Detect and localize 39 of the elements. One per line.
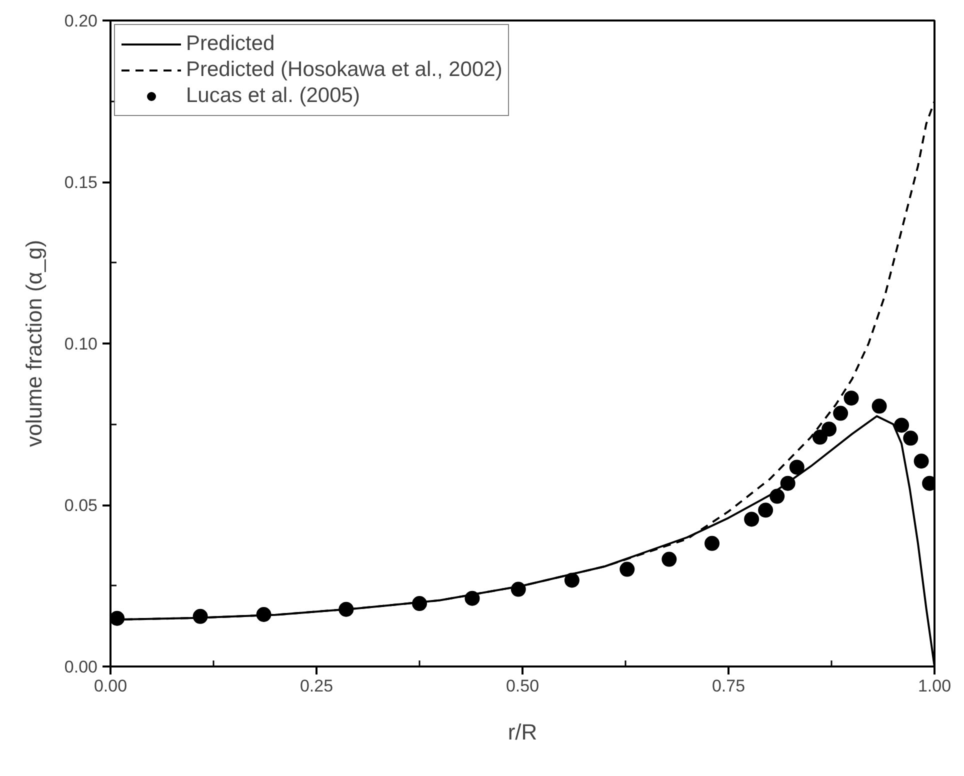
point [822, 422, 837, 437]
point [812, 430, 828, 445]
y-tick-label: 0.15 [64, 173, 98, 192]
x-tick-label: 0.75 [712, 676, 746, 696]
point [564, 572, 580, 588]
point [110, 610, 125, 626]
point [464, 590, 480, 606]
legend-label: Predicted [186, 31, 275, 57]
point [833, 406, 848, 421]
point [758, 502, 774, 518]
x-tick-label: 0.25 [300, 676, 334, 696]
point [844, 390, 859, 406]
point [704, 536, 720, 551]
y-tick-label: 0.20 [64, 12, 98, 30]
point [192, 608, 208, 624]
x-tick-label: 0.50 [506, 676, 540, 696]
point [903, 430, 918, 446]
y-tick-label: 0.05 [64, 496, 98, 515]
point [894, 418, 910, 433]
y-tick-label: 0.00 [64, 658, 98, 676]
legend-label: Predicted (Hosokawa et al., 2002) [186, 57, 502, 83]
point [872, 398, 887, 414]
point [620, 562, 635, 577]
x-axis-title: r/R [508, 720, 538, 744]
y-tick-label: 0.10 [64, 334, 98, 354]
x-tick-label: 0.00 [94, 676, 128, 696]
point [744, 512, 760, 527]
point [256, 607, 272, 622]
point [412, 596, 427, 611]
point [770, 488, 785, 504]
x-tick-label: 1.00 [918, 676, 952, 696]
point [914, 454, 929, 469]
point [789, 460, 804, 475]
y-axis-title: volume fraction (α_g) [21, 240, 46, 448]
point [780, 476, 796, 491]
point [662, 552, 677, 567]
point [510, 582, 526, 597]
legend-label: Lucas et al. (2005) [186, 83, 360, 109]
point [338, 602, 354, 617]
